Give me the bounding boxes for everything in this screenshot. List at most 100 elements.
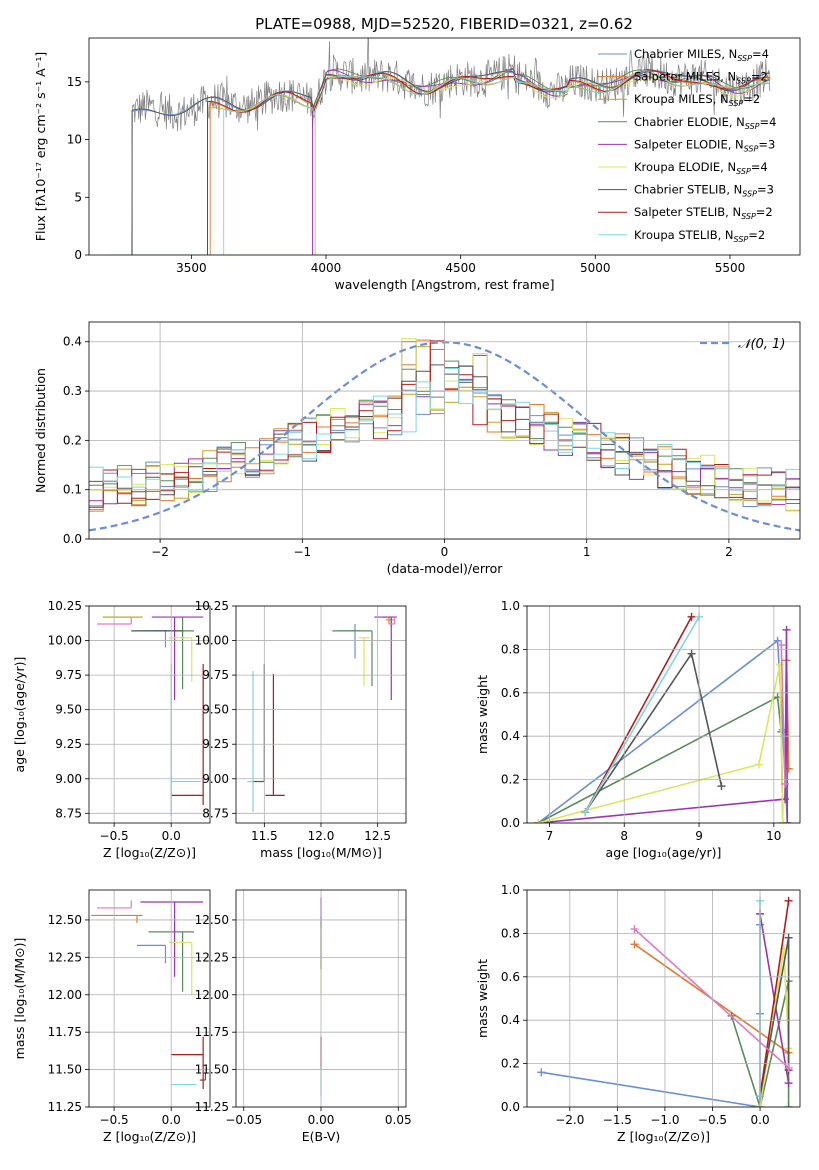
error-bar-point — [91, 914, 143, 923]
legend-entry: Salpeter STELIB, NSSP=2 — [598, 205, 773, 221]
weight-point-marker — [630, 925, 639, 934]
y-tick-label: 12.50 — [195, 913, 229, 927]
y-tick-label: 0.4 — [63, 335, 82, 349]
legend-label-subscript: SSP — [734, 235, 749, 244]
y-tick-label: 9.25 — [202, 737, 229, 751]
x-tick-label: −0.5 — [100, 1113, 129, 1127]
y-tick-label: 12.25 — [195, 950, 229, 964]
legend-label-count: =2 — [748, 228, 765, 242]
x-tick-label: −0.05 — [225, 1113, 262, 1127]
x-tick-label: 0.0 — [751, 1113, 770, 1127]
x-tick-label: −0.5 — [100, 829, 129, 843]
x-tick-label: 5500 — [715, 261, 746, 275]
y-tick-label: 0.4 — [501, 729, 520, 743]
weight-series-line — [759, 948, 790, 1107]
legend-entry: Chabrier MILES, NSSP=4 — [598, 47, 769, 63]
y-tick-label: 11.25 — [48, 1100, 82, 1114]
mass-vs-Z-plot-area — [91, 900, 207, 1090]
error-bar-point — [253, 664, 265, 783]
x-tick-label: 3500 — [176, 261, 207, 275]
legend-label-name: Salpeter ELODIE, N — [634, 137, 744, 151]
weight-point-marker — [534, 819, 543, 823]
weight-point-marker — [784, 896, 793, 905]
error-bar-point — [140, 901, 204, 977]
weight-series-line — [633, 928, 790, 1069]
legend-entry: Kroupa MILES, NSSP=2 — [598, 92, 760, 108]
y-tick-label: 11.75 — [48, 1025, 82, 1039]
weight-series-line — [584, 616, 693, 813]
legend-label-subscript: SSP — [745, 122, 760, 131]
figure-title: PLATE=0988, MJD=52520, FIBERID=0321, z=0… — [255, 15, 633, 33]
spectrum-frame — [88, 37, 801, 256]
y-tick-label: 9.50 — [202, 703, 229, 717]
y-tick-label: 11.50 — [195, 1063, 229, 1077]
weight-point-marker — [784, 933, 793, 942]
y-tick-label: 0.2 — [63, 433, 82, 447]
y-tick-label: 0.3 — [63, 384, 82, 398]
mass-vs-Z-panel: −0.5 0.0 11.25 11.50 11.75 12.00 12.25 12.50 Z [… — [12, 889, 211, 1144]
x-tick-label: −0.5 — [698, 1113, 727, 1127]
age-vs-Z-panel: −0.5 0.0 8.75 9.00 9.25 9.50 9.75 10.00 10.25 Z [… — [12, 599, 211, 860]
mass-vs-Z-frame — [88, 889, 211, 1108]
residuals-legend: 𝒩(0, 1) — [700, 337, 785, 352]
weight-series — [534, 636, 792, 823]
spectrum-plot-area — [110, 38, 771, 255]
error-bar-point — [265, 673, 285, 796]
weight-series — [534, 660, 787, 823]
y-tick-label: 12.00 — [48, 988, 82, 1002]
y-tick-label: 10.25 — [48, 599, 82, 613]
weight-point-marker — [783, 819, 792, 823]
age-vs-mass-frame — [235, 605, 407, 824]
x-tick-label: 1 — [583, 545, 591, 559]
legend-label-subscript: SSP — [737, 54, 752, 63]
x-tick-label: 4000 — [311, 261, 342, 275]
weight-vs-Z-frame — [526, 889, 801, 1108]
error-bar-point — [171, 664, 204, 806]
y-tick-label: 0.0 — [501, 1100, 520, 1114]
weight-series-line — [780, 645, 786, 784]
residuals-panel: −2 −1 0 1 2 0.0 0.1 0.2 0.3 0.4 (data-model)/error… — [33, 321, 801, 576]
weight-vs-age-frame — [526, 605, 801, 824]
legend-label: Chabrier ELODIE, NSSP=4 — [634, 115, 776, 131]
legend-entry: Salpeter ELODIE, NSSP=3 — [598, 137, 775, 153]
y-tick-label: 0.4 — [501, 1013, 520, 1027]
legend-label: Chabrier STELIB, NSSP=3 — [634, 183, 774, 199]
error-bar-point — [171, 1036, 204, 1090]
weight-point-marker — [687, 612, 696, 621]
weight-point-marker — [687, 649, 696, 658]
age-vs-Z-plot-area — [96, 616, 204, 817]
legend-label-count: =2 — [756, 205, 773, 219]
error-bar-point — [170, 664, 201, 817]
legend-label-subscript: SSP — [744, 144, 759, 153]
legend-label-count: =2 — [751, 70, 768, 84]
weight-point-marker — [784, 1063, 793, 1072]
y-tick-label: 9.75 — [55, 668, 82, 682]
y-tick-label: 15 — [67, 75, 82, 89]
y-tick-label: 0.8 — [501, 642, 520, 656]
x-tick-label: −2.0 — [555, 1113, 584, 1127]
legend-label-name: Chabrier ELODIE, N — [634, 115, 745, 129]
y-tick-label: 9.75 — [202, 668, 229, 682]
legend-label: Chabrier MILES, NSSP=4 — [634, 47, 769, 63]
y-tick-label: 12.50 — [48, 913, 82, 927]
model-spectrum-line — [110, 70, 770, 255]
error-bar-point — [136, 944, 167, 964]
y-axis-label: Flux [fλ10⁻¹⁷ erg cm⁻² s⁻¹ A⁻¹] — [33, 52, 48, 241]
legend-label-subscript: SSP — [741, 212, 756, 221]
age-vs-Z-frame — [88, 605, 211, 824]
y-tick-label: 0.0 — [501, 816, 520, 830]
weight-point-marker — [784, 1103, 793, 1107]
x-tick-label: 0.0 — [162, 829, 181, 843]
error-bar-point — [168, 941, 193, 995]
weight-point-marker — [781, 779, 790, 788]
x-tick-label: 12.0 — [308, 829, 335, 843]
residuals-frame — [88, 321, 801, 540]
weight-series — [630, 925, 793, 1072]
legend-label-subscript: SSP — [736, 77, 751, 86]
y-axis-label: age [log₁₀(age/yr)] — [12, 657, 27, 773]
x-tick-label: 7 — [546, 829, 554, 843]
error-bar-point — [168, 637, 193, 683]
weight-series-line — [541, 924, 761, 1107]
